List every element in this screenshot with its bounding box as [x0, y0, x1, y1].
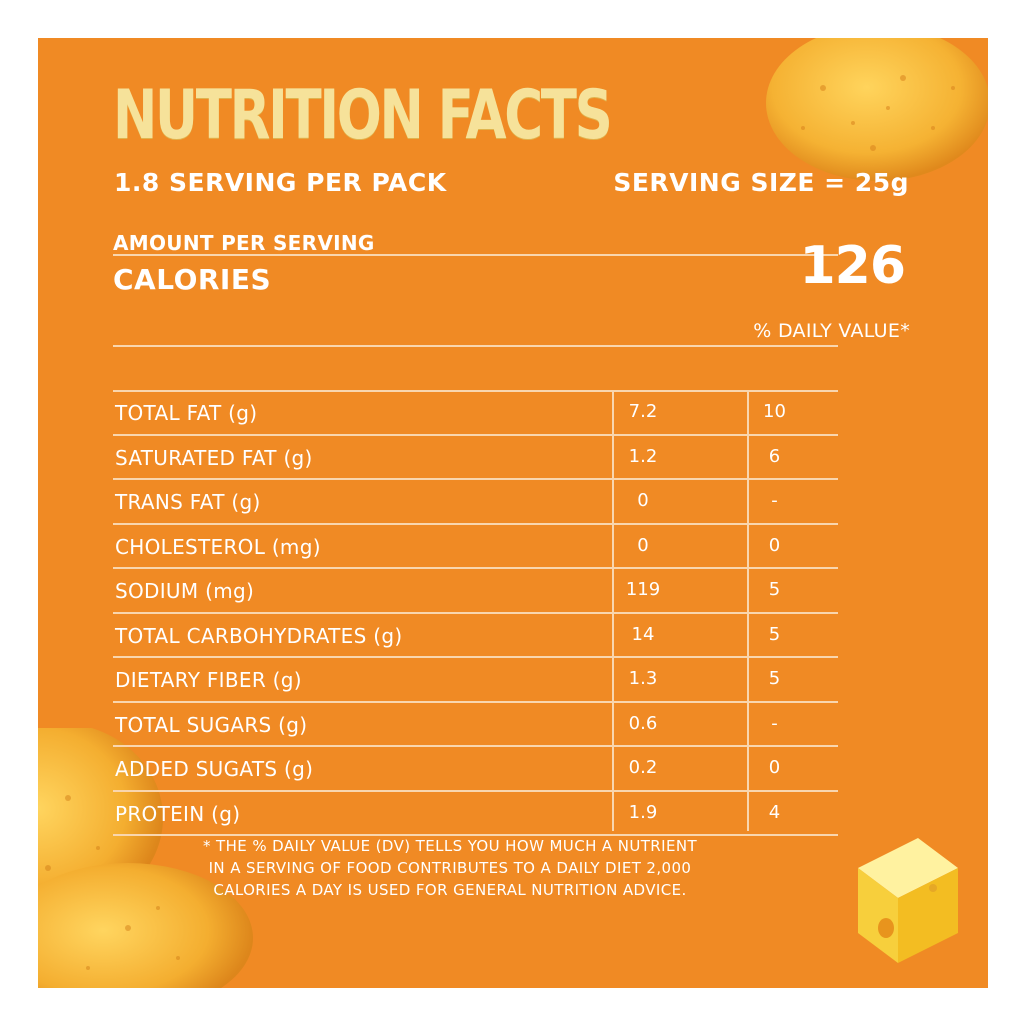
- nutrient-daily-value: -: [771, 712, 778, 734]
- nutrition-panel: [38, 38, 988, 988]
- calories-label: CALORIES: [113, 263, 272, 296]
- nutrient-amount: 7.2: [628, 401, 658, 422]
- table-row: CHOLESTEROL (mg) 0 0: [113, 525, 838, 569]
- column-divider: [612, 391, 614, 831]
- table-row: TOTAL SUGARS (g) 0.6 -: [113, 703, 838, 747]
- divider: [113, 345, 838, 347]
- table-row: SODIUM (mg) 119 5: [113, 569, 838, 614]
- servings-per-pack: 1.8 SERVING PER PACK: [114, 168, 447, 197]
- nutrient-daily-value: 6: [768, 445, 781, 467]
- nutrient-amount: 1.9: [628, 801, 658, 823]
- nutrient-amount: 0.6: [628, 712, 658, 734]
- nutrient-amount: 14: [631, 623, 655, 645]
- nutrient-name: TRANS FAT (g): [115, 490, 261, 514]
- nutrient-amount: 0: [637, 534, 649, 556]
- table-row: DIETARY FIBER (g) 1.3 5: [113, 658, 838, 703]
- nutrient-amount: 0.2: [628, 757, 658, 778]
- divider: [113, 390, 838, 392]
- nutrient-daily-value: 5: [768, 579, 781, 600]
- nutrient-daily-value: 0: [768, 534, 781, 556]
- potato-chip-image: [38, 728, 253, 988]
- nutrient-amount: 119: [625, 579, 661, 600]
- label-title: NUTRITION FACTS: [113, 76, 613, 155]
- amount-per-serving-label: AMOUNT PER SERVING: [113, 231, 375, 255]
- nutrient-name: PROTEIN (g): [115, 801, 241, 826]
- nutrient-name: TOTAL FAT (g): [115, 401, 258, 425]
- footnote-line: CALORIES A DAY IS USED FOR GENERAL NUTRI…: [213, 881, 687, 899]
- calories-value: 126: [799, 236, 906, 296]
- nutrient-daily-value: -: [771, 490, 778, 511]
- serving-size: SERVING SIZE = 25g: [613, 168, 909, 197]
- table-row: TOTAL FAT (g) 7.2 10: [113, 391, 838, 436]
- footnote: * THE % DAILY VALUE (DV) TELLS YOU HOW M…: [150, 835, 750, 901]
- footnote-line: * THE % DAILY VALUE (DV) TELLS YOU HOW M…: [202, 837, 698, 855]
- nutrient-name: SODIUM (mg): [115, 579, 255, 603]
- table-row: PROTEIN (g) 1.9 4: [113, 792, 838, 836]
- nutrient-name: SATURATED FAT (g): [115, 445, 313, 470]
- nutrient-daily-value: 5: [768, 623, 781, 645]
- nutrient-name: TOTAL CARBOHYDRATES (g): [115, 623, 403, 648]
- nutrient-table: TOTAL FAT (g) 7.2 10 SATURATED FAT (g) 1…: [113, 391, 838, 836]
- nutrient-name: DIETARY FIBER (g): [115, 668, 302, 692]
- daily-value-header: % DAILY VALUE*: [753, 320, 910, 342]
- nutrient-daily-value: 4: [768, 801, 781, 823]
- table-row: TOTAL CARBOHYDRATES (g) 14 5: [113, 614, 838, 658]
- footnote-line: IN A SERVING OF FOOD CONTRIBUTES TO A DA…: [208, 859, 692, 877]
- nutrient-name: CHOLESTEROL (mg): [115, 534, 321, 559]
- nutrient-daily-value: 10: [763, 401, 786, 422]
- nutrient-name: TOTAL SUGARS (g): [115, 712, 308, 737]
- table-row: TRANS FAT (g) 0 -: [113, 480, 838, 525]
- potato-chip-image: [766, 38, 988, 181]
- nutrient-daily-value: 0: [768, 757, 781, 778]
- nutrient-daily-value: 5: [768, 668, 781, 689]
- cheese-cube-image: [858, 838, 958, 963]
- nutrient-amount: 1.2: [628, 445, 658, 467]
- column-divider: [747, 391, 749, 831]
- nutrient-amount: 0: [637, 490, 649, 511]
- table-row: ADDED SUGATS (g) 0.2 0: [113, 747, 838, 792]
- table-row: SATURATED FAT (g) 1.2 6: [113, 436, 838, 480]
- nutrient-amount: 1.3: [628, 668, 658, 689]
- divider: [113, 254, 838, 256]
- nutrient-name: ADDED SUGATS (g): [115, 757, 314, 781]
